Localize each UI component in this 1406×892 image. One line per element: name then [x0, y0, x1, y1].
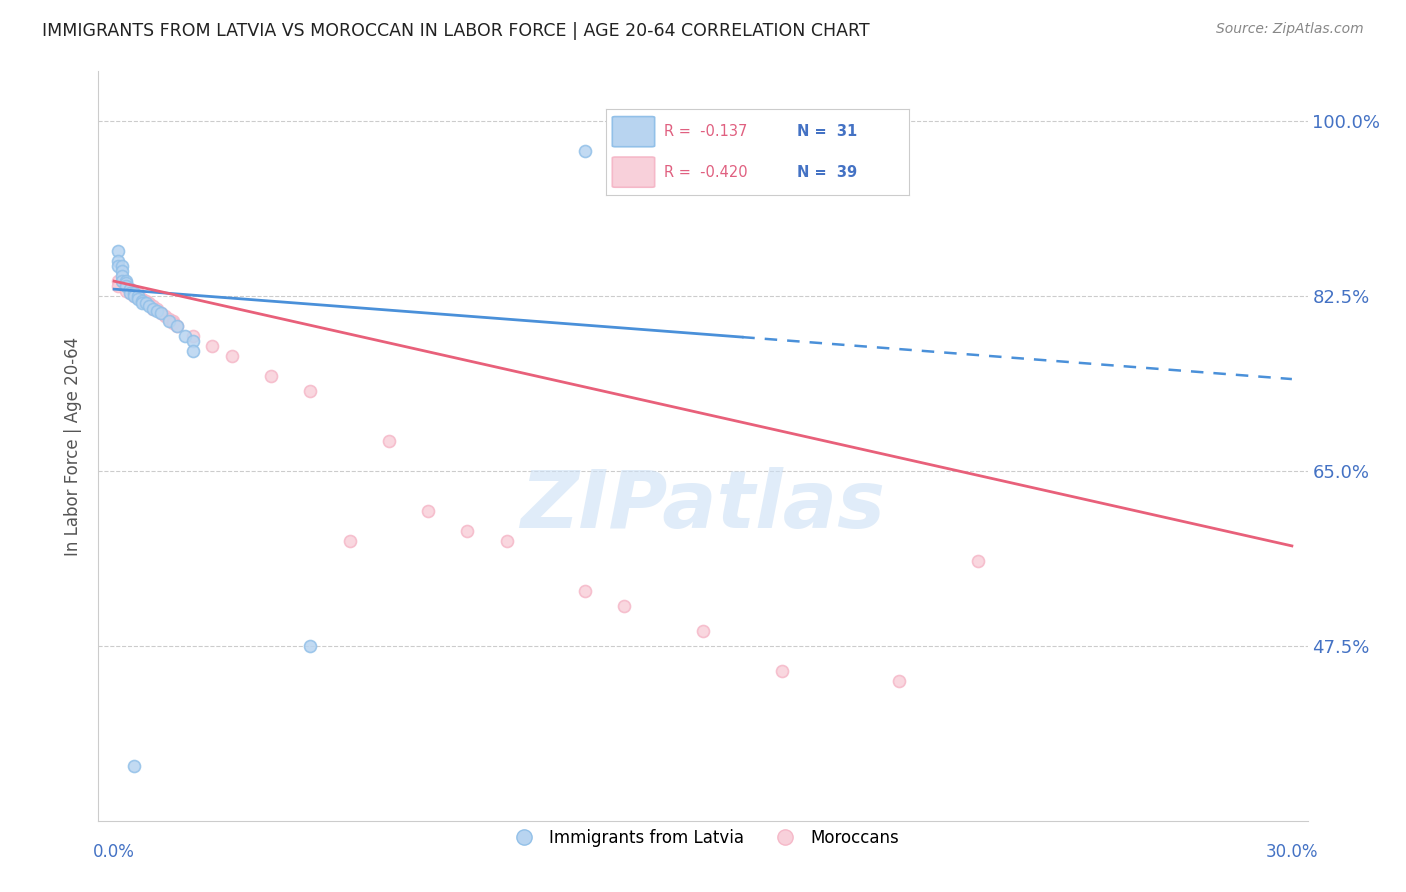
Point: [107, 274, 129, 288]
Point: [111, 269, 134, 284]
Text: 30.0%: 30.0%: [1265, 843, 1319, 861]
Point: [495, 533, 517, 548]
Point: [146, 304, 169, 318]
Point: [118, 286, 141, 301]
Point: [107, 279, 129, 293]
Point: [150, 306, 173, 320]
Point: [456, 524, 478, 538]
Point: [127, 286, 149, 301]
Point: [122, 758, 145, 772]
Point: [692, 624, 714, 638]
Point: [166, 319, 188, 334]
Point: [770, 664, 793, 678]
Point: [135, 296, 157, 310]
Point: [574, 583, 596, 598]
Point: [889, 673, 911, 688]
Point: [142, 302, 165, 317]
Point: [122, 289, 145, 303]
Point: [107, 254, 129, 268]
Point: [131, 296, 153, 310]
Point: [157, 312, 180, 326]
Point: [142, 299, 165, 313]
Point: [162, 316, 184, 330]
Point: [107, 259, 129, 273]
Point: [111, 259, 134, 273]
Point: [127, 292, 149, 306]
Point: [115, 276, 138, 290]
Point: [111, 274, 134, 288]
Point: [181, 329, 204, 343]
Point: [166, 319, 188, 334]
Point: [131, 294, 153, 309]
Point: [260, 369, 283, 384]
Point: [135, 294, 157, 309]
Point: [107, 244, 129, 259]
Point: [118, 282, 141, 296]
Point: [118, 282, 141, 296]
Point: [418, 504, 440, 518]
Point: [162, 314, 184, 328]
Point: [221, 349, 243, 363]
Point: [613, 599, 636, 613]
Point: [966, 554, 988, 568]
Point: [181, 334, 204, 348]
Point: [115, 274, 138, 288]
Point: [138, 296, 160, 310]
Point: [339, 533, 361, 548]
Point: [127, 291, 149, 305]
Point: [122, 286, 145, 301]
Point: [150, 306, 173, 320]
Point: [115, 279, 138, 293]
Point: [153, 309, 176, 323]
Point: [111, 274, 134, 288]
Point: [181, 344, 204, 359]
Point: [115, 284, 138, 298]
Point: [131, 292, 153, 306]
Point: [115, 279, 138, 293]
Point: [173, 329, 195, 343]
Point: [111, 264, 134, 278]
Point: [122, 289, 145, 303]
Point: [157, 314, 180, 328]
Text: 0.0%: 0.0%: [93, 843, 135, 861]
Point: [299, 384, 322, 398]
Text: IMMIGRANTS FROM LATVIA VS MOROCCAN IN LABOR FORCE | AGE 20-64 CORRELATION CHART: IMMIGRANTS FROM LATVIA VS MOROCCAN IN LA…: [42, 22, 870, 40]
Point: [142, 302, 165, 317]
Point: [201, 339, 224, 353]
Point: [118, 286, 141, 301]
Point: [127, 289, 149, 303]
Text: Source: ZipAtlas.com: Source: ZipAtlas.com: [1216, 22, 1364, 37]
Y-axis label: In Labor Force | Age 20-64: In Labor Force | Age 20-64: [65, 336, 83, 556]
Point: [574, 145, 596, 159]
Text: ZIPatlas: ZIPatlas: [520, 467, 886, 545]
Point: [378, 434, 401, 448]
Point: [299, 639, 322, 653]
Point: [122, 284, 145, 298]
Point: [146, 302, 169, 317]
Point: [138, 299, 160, 313]
Legend: Immigrants from Latvia, Moroccans: Immigrants from Latvia, Moroccans: [501, 822, 905, 854]
